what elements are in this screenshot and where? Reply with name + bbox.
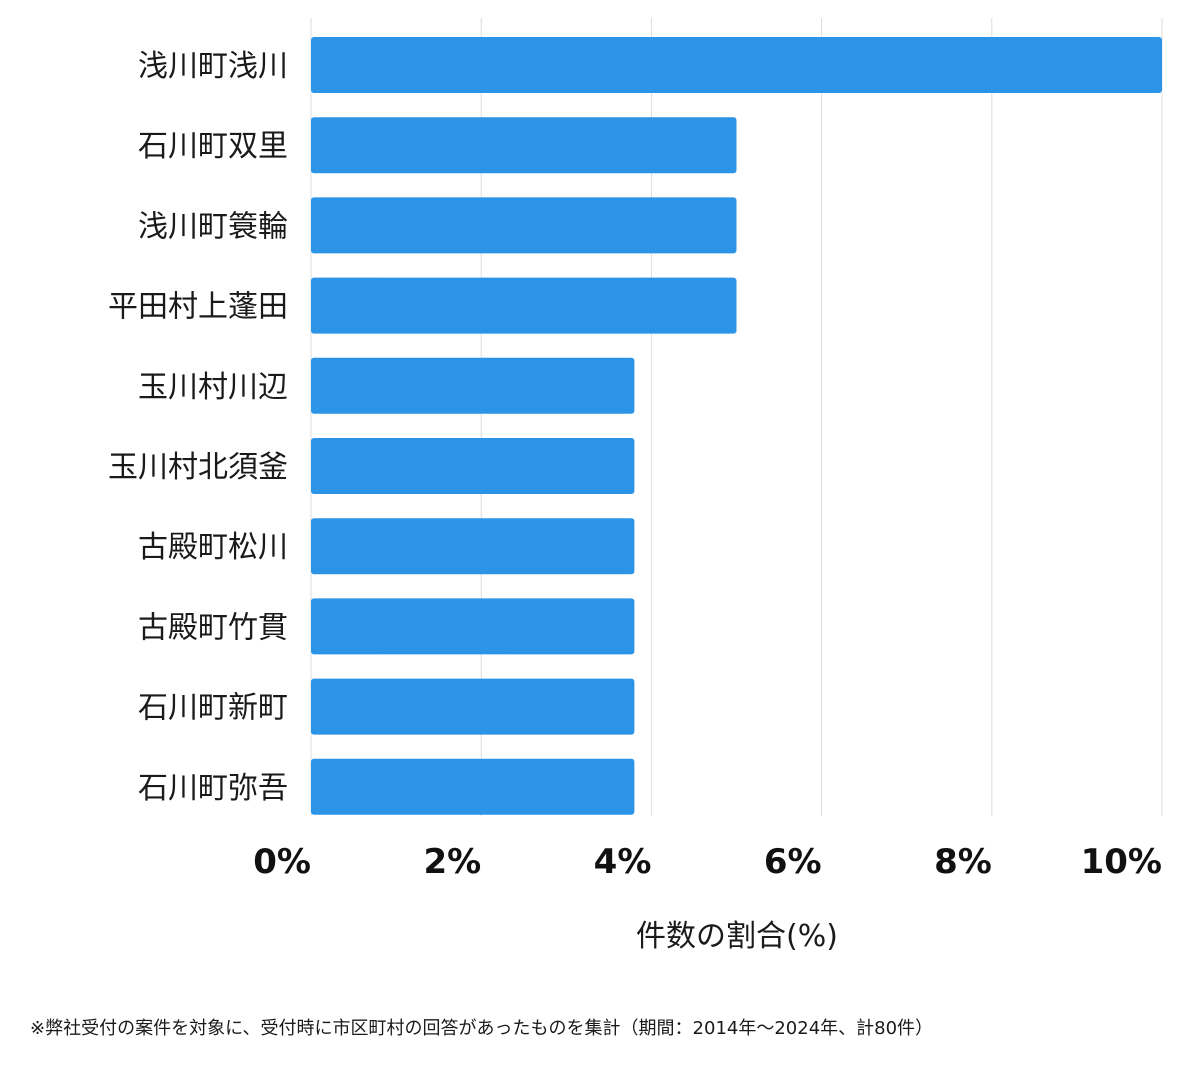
category-label-4: 玉川村川辺 (138, 370, 288, 405)
bar-8 (311, 678, 635, 735)
category-label-8: 石川町新町 (138, 691, 288, 726)
bar-0 (311, 37, 1162, 93)
x-tick-label-1: 2% (423, 842, 481, 882)
category-label-6: 古殿町松川 (138, 530, 288, 565)
bars (311, 37, 1162, 815)
category-label-9: 石川町弥吾 (138, 771, 288, 806)
bar-6 (311, 518, 635, 575)
category-labels: 浅川町浅川石川町双里浅川町簑輪平田村上蓬田玉川村川辺玉川村北須釜古殿町松川古殿町… (108, 49, 288, 806)
bar-7 (311, 598, 635, 655)
x-tick-label-4: 8% (934, 842, 992, 882)
category-label-2: 浅川町簑輪 (138, 209, 288, 244)
x-tick-label-3: 6% (764, 842, 822, 882)
category-label-1: 石川町双里 (138, 129, 288, 164)
category-label-7: 古殿町竹貫 (138, 610, 288, 645)
bar-1 (311, 117, 737, 174)
bar-9 (311, 758, 635, 815)
bar-3 (311, 277, 737, 334)
x-tick-label-5: 10% (1081, 842, 1162, 882)
bar-2 (311, 197, 737, 254)
bar-4 (311, 357, 635, 414)
bar-5 (311, 438, 635, 494)
category-label-0: 浅川町浅川 (138, 49, 288, 84)
x-tick-labels: 0% 2% 4% 6% 8% 10% (253, 842, 1162, 882)
category-label-3: 平田村上蓬田 (108, 290, 288, 325)
x-tick-label-0: 0% (253, 842, 311, 882)
category-label-5: 玉川村北須釜 (108, 450, 288, 485)
x-axis-title: 件数の割合(%) (636, 919, 838, 954)
footnote: ※弊社受付の案件を対象に、受付時に市区町村の回答があったものを集計（期間：201… (30, 1018, 934, 1039)
x-tick-label-2: 4% (594, 842, 652, 882)
